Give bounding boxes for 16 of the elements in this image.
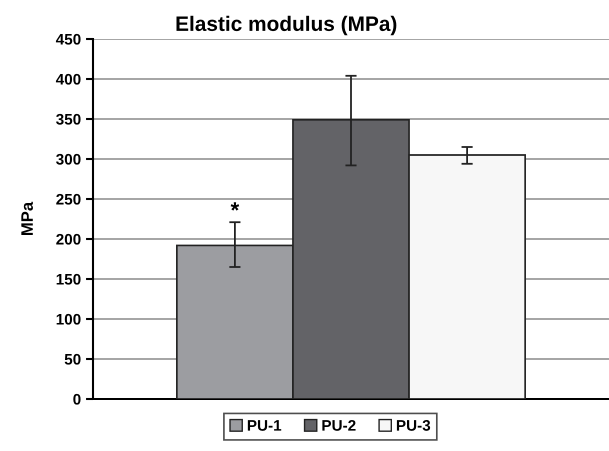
y-tick-label: 250 — [56, 194, 81, 205]
y-tick-label: 200 — [56, 234, 81, 245]
annotation: * — [230, 202, 240, 211]
y-tick-label: 50 — [64, 354, 81, 365]
y-tick-label: 400 — [56, 74, 81, 85]
y-axis-title: MPa — [21, 202, 33, 236]
y-tick-label: 350 — [56, 114, 81, 125]
y-tick-label: 300 — [56, 154, 81, 165]
legend-label: PU-2 — [322, 420, 356, 431]
y-tick-label: 0 — [73, 394, 81, 405]
chart-title: Elastic modulus (MPa) — [176, 16, 396, 36]
y-tick-label: 100 — [56, 314, 81, 325]
legend-label: PU-1 — [248, 420, 282, 431]
y-tick-label: 150 — [56, 274, 81, 285]
y-tick-label: 450 — [56, 34, 81, 45]
legend-label: PU-3 — [396, 420, 430, 431]
